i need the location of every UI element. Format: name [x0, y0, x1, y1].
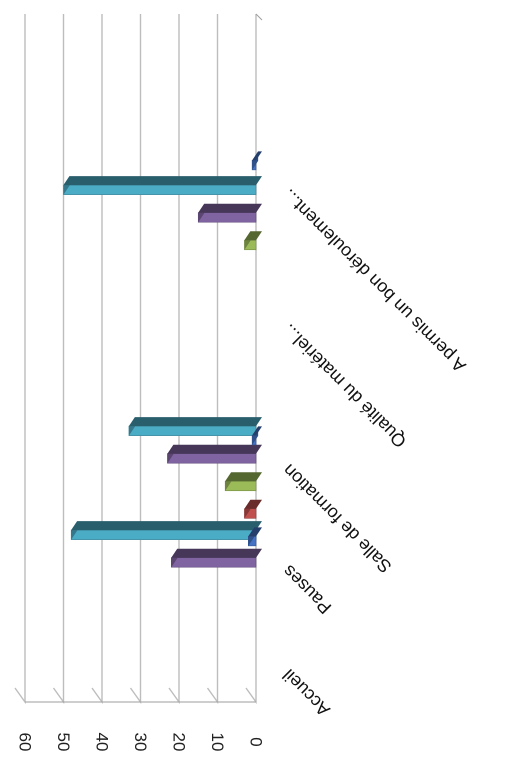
gridline-20	[168, 14, 180, 705]
tick-label-60: 60	[16, 733, 35, 752]
bar-top-1-1	[244, 499, 262, 509]
gridline-50	[52, 14, 65, 705]
category-label-2: Salle de formation	[279, 460, 396, 577]
bar-top-0-4	[71, 521, 262, 531]
gridline-30	[129, 14, 142, 705]
bar-top-0-3	[171, 548, 262, 558]
tick-label-30: 30	[131, 733, 150, 752]
tick-label-40: 40	[93, 733, 112, 752]
tick-label-0: 0	[247, 737, 266, 746]
tick-label-20: 20	[170, 733, 189, 752]
bar-top-1-2	[225, 472, 262, 482]
category-label-1: Pauses	[279, 561, 336, 618]
bar-1-3	[167, 453, 257, 464]
gridline-10	[206, 14, 219, 705]
bar-top-4-0	[252, 151, 262, 161]
bar-0-3	[171, 557, 257, 568]
bar-top-3-4	[63, 176, 262, 186]
gridline-40	[91, 14, 103, 705]
gridline-60	[14, 14, 26, 705]
bar-1-4	[128, 425, 257, 436]
bar-top-3-2	[244, 231, 262, 241]
axis-corner	[255, 13, 263, 21]
bar-3-3	[197, 212, 257, 223]
tick-label-10: 10	[208, 733, 227, 752]
category-label-3: Qualité du matériel...	[279, 320, 411, 452]
bar-3-4	[63, 184, 257, 195]
bar-top-3-3	[198, 203, 262, 213]
category-label-0: Accueil	[279, 665, 334, 720]
bar-top-1-3	[167, 444, 262, 454]
bar-top-1-0	[248, 527, 262, 537]
bar-top-2-0	[252, 426, 262, 436]
bar-0-4	[70, 529, 257, 540]
tick-label-50: 50	[54, 733, 73, 752]
gridline-0	[245, 14, 257, 705]
bar-top-1-4	[128, 417, 262, 427]
